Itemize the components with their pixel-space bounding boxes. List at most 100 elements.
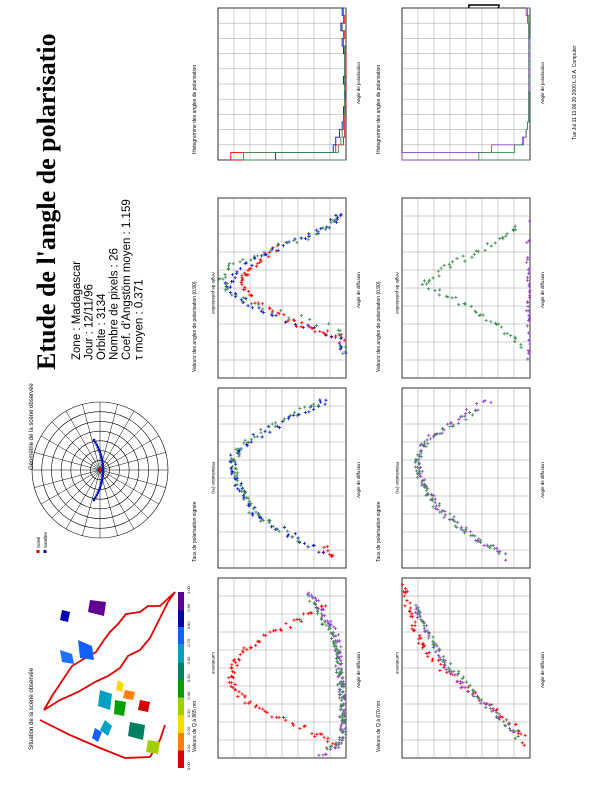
series-green xyxy=(307,594,348,751)
data-point xyxy=(313,330,317,334)
report-footer: Tue Jul 11 11:06:30 2000 L.O.A. Computer xyxy=(572,45,578,140)
data-point xyxy=(520,741,524,745)
polar-plot xyxy=(31,401,169,539)
data-point xyxy=(325,746,329,750)
data-point xyxy=(427,280,431,284)
data-point xyxy=(482,543,486,548)
chart-title: Taux de polarisation signée xyxy=(376,501,382,562)
data-point xyxy=(419,636,423,640)
data-point xyxy=(425,651,429,656)
data-point xyxy=(442,665,446,670)
data-point xyxy=(443,509,447,513)
data-point xyxy=(488,707,493,711)
data-point xyxy=(424,488,429,492)
data-point xyxy=(490,709,494,713)
data-point xyxy=(420,483,424,487)
data-point xyxy=(415,476,420,480)
data-point xyxy=(463,259,467,263)
data-point xyxy=(419,451,423,455)
report-title: Etude de l'angle de polarisatio xyxy=(32,33,61,370)
data-point xyxy=(300,321,304,325)
data-point xyxy=(426,654,430,658)
data-point xyxy=(317,550,321,554)
data-point xyxy=(258,640,262,644)
data-point xyxy=(285,240,290,245)
data-point xyxy=(339,683,344,687)
data-point xyxy=(444,667,448,672)
data-point xyxy=(418,613,422,617)
map-colorbar: 0.00 0.10 0.20 0.30 0.40 0.50 0.60 0.70 0.80 0.90… xyxy=(178,585,191,770)
data-point xyxy=(527,290,531,294)
data-point xyxy=(292,618,296,622)
data-point xyxy=(464,418,468,422)
data-point xyxy=(525,241,529,245)
data-point xyxy=(254,510,258,514)
data-point xyxy=(526,271,531,275)
data-point xyxy=(255,254,260,258)
data-point xyxy=(500,715,505,719)
data-point xyxy=(336,655,340,659)
data-point xyxy=(320,607,324,611)
data-point xyxy=(223,288,227,292)
data-point xyxy=(312,326,316,330)
data-point xyxy=(321,753,325,757)
data-point xyxy=(460,677,464,681)
data-point xyxy=(341,351,345,355)
data-point xyxy=(253,705,257,709)
data-point xyxy=(442,515,446,519)
data-point xyxy=(419,455,423,459)
data-point xyxy=(336,660,340,664)
chart-rate-1: Taux de polarisation signée Angle de diff… xyxy=(192,387,361,569)
data-point xyxy=(319,400,323,404)
satellite-marker xyxy=(100,458,104,461)
data-point xyxy=(235,473,239,477)
data-point xyxy=(326,619,330,623)
data-point xyxy=(256,302,261,306)
data-point xyxy=(287,316,291,320)
colorbar-segment xyxy=(178,609,184,628)
data-point xyxy=(423,644,427,648)
data-point xyxy=(427,630,431,635)
data-point xyxy=(516,734,520,739)
data-point xyxy=(316,607,320,611)
data-point xyxy=(527,239,531,243)
data-point xyxy=(230,670,235,674)
polar-spoke xyxy=(51,421,101,471)
data-point xyxy=(242,646,246,650)
data-point xyxy=(295,414,299,418)
data-point xyxy=(270,311,274,315)
data-point xyxy=(292,723,296,727)
data-point xyxy=(244,273,248,277)
data-point xyxy=(334,217,338,221)
data-point xyxy=(321,226,325,230)
chart-lum-670: Valeurs de Q à 670 nm Angle de diffusion L… xyxy=(376,577,545,759)
data-point xyxy=(431,639,435,643)
data-point xyxy=(403,587,408,591)
series-blue xyxy=(275,7,346,161)
data-point xyxy=(247,289,251,294)
data-point xyxy=(249,258,253,262)
data-point xyxy=(233,688,237,692)
data-point xyxy=(262,633,266,637)
data-point xyxy=(431,276,435,280)
data-point xyxy=(344,729,348,733)
x-axis-label: Angle de diffusion xyxy=(540,652,545,688)
data-point xyxy=(225,285,229,289)
data-point xyxy=(463,302,467,306)
data-point xyxy=(504,234,508,238)
data-point xyxy=(263,429,267,433)
data-point xyxy=(477,250,481,254)
data-point xyxy=(422,622,426,626)
polar-spoke xyxy=(99,421,149,471)
data-point xyxy=(497,322,501,326)
data-point xyxy=(307,325,311,329)
data-point xyxy=(260,302,264,306)
chart-title: Histogramme des angles de polarisation xyxy=(376,65,382,154)
data-point xyxy=(420,282,424,287)
data-point xyxy=(231,262,235,266)
data-point xyxy=(274,249,278,253)
data-point xyxy=(324,623,328,627)
data-point xyxy=(317,753,321,757)
data-point xyxy=(313,734,317,738)
data-point xyxy=(251,507,255,511)
